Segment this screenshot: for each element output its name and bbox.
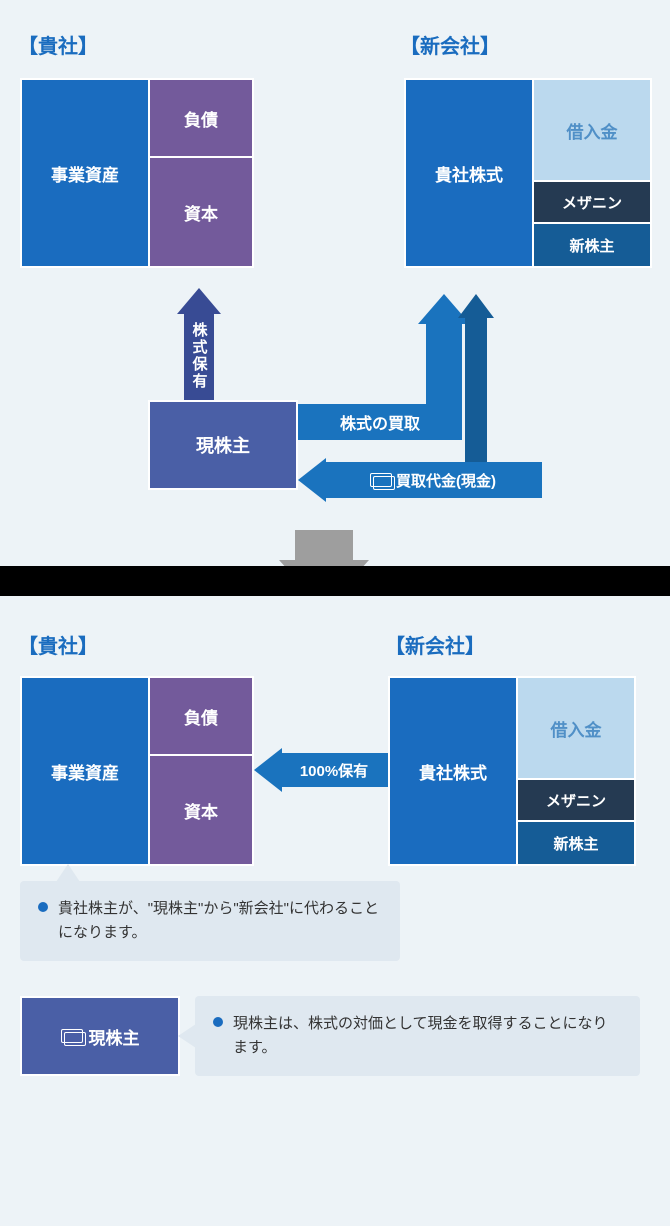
note-box-1: 貴社株主が、"現株主"から"新会社"に代わることになります。 <box>20 881 400 961</box>
block-your-stock-top: 貴社株式 <box>404 78 534 268</box>
arrow-left-100 <box>254 748 282 792</box>
title-new-company-bottom: 【新会社】 <box>385 630 485 659</box>
block-liabilities-top: 負債 <box>148 78 254 158</box>
block-liabilities-bottom: 負債 <box>148 676 254 756</box>
block-your-stock-bottom: 貴社株式 <box>388 676 518 866</box>
block-business-assets-bottom: 事業資産 <box>20 676 150 866</box>
block-capital-top: 資本 <box>148 156 254 268</box>
note-1-text: 貴社株主が、"現株主"から"新会社"に代わることになります。 <box>58 897 382 945</box>
block-business-assets-top: 事業資産 <box>20 78 150 268</box>
label-100-holding: 100%保有 <box>280 753 388 787</box>
label-purchase-price: 買取代金(現金) <box>324 462 542 498</box>
label-stock-purchase: 株式の買取 <box>298 404 462 440</box>
arrow-down-stem <box>295 530 353 560</box>
block-capital-bottom: 資本 <box>148 754 254 866</box>
arrow-left-purchase <box>298 458 326 502</box>
block-loan-bottom: 借入金 <box>516 676 636 780</box>
callout-triangle-note2 <box>178 1024 196 1048</box>
callout-triangle-note1 <box>56 864 80 882</box>
black-band <box>0 566 670 596</box>
cash-icon <box>370 473 392 488</box>
title-new-company-top: 【新会社】 <box>400 30 500 59</box>
block-mezzanine-top: メザニン <box>532 180 652 224</box>
title-your-company-top: 【貴社】 <box>18 30 98 59</box>
block-current-owner-bottom: 現株主 <box>20 996 180 1076</box>
bullet-icon-2 <box>213 1017 223 1027</box>
cash-icon-bottom <box>61 1029 83 1044</box>
block-loan-top: 借入金 <box>532 78 652 182</box>
block-new-owner-bottom: 新株主 <box>516 820 636 866</box>
note-2-text: 現株主は、株式の対価として現金を取得することになります。 <box>233 1012 622 1060</box>
title-your-company-bottom: 【貴社】 <box>18 630 98 659</box>
block-current-owner-top: 現株主 <box>148 400 298 490</box>
note-box-2: 現株主は、株式の対価として現金を取得することになります。 <box>195 996 640 1076</box>
bullet-icon <box>38 902 48 912</box>
arrow-stem-stock-holding: 株式保有 <box>184 312 214 400</box>
arrow-up-indigo <box>177 288 221 314</box>
arrow-up-thin-blue <box>458 294 494 318</box>
block-mezzanine-bottom: メザニン <box>516 778 636 822</box>
block-new-owner-top: 新株主 <box>532 222 652 268</box>
label-stock-holding: 株式保有 <box>189 322 210 390</box>
